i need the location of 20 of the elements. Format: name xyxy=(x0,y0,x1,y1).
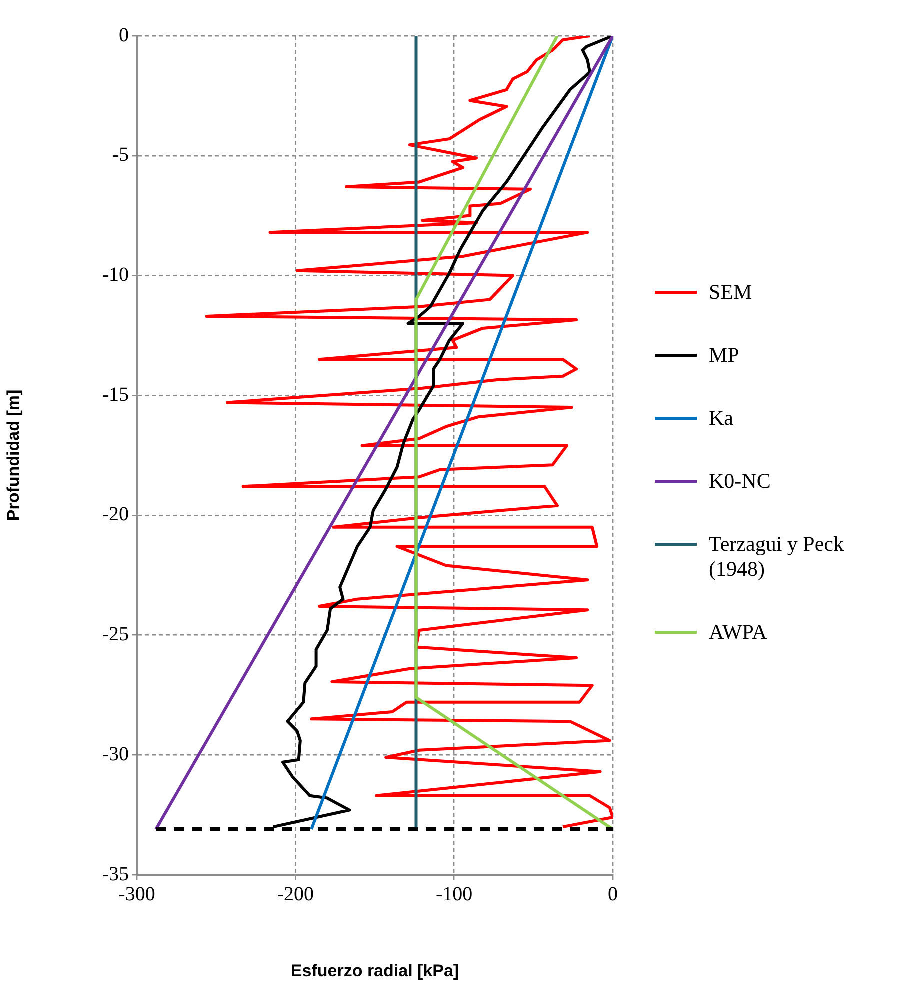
y-tick-label: -15 xyxy=(102,384,129,406)
x-tick-label: -200 xyxy=(277,883,314,906)
legend-label: K0-NC xyxy=(709,469,771,494)
y-tick-label: -25 xyxy=(102,624,129,646)
y-tick-label: -35 xyxy=(102,863,129,886)
legend-label: Terzagui y Peck (1948) xyxy=(709,532,845,582)
legend-label: AWPA xyxy=(709,620,768,645)
x-axis-title: Esfuerzo radial [kPa] xyxy=(290,961,460,980)
y-tick-label: -10 xyxy=(102,264,129,286)
legend-label: SEM xyxy=(709,280,752,305)
y-tick-label: -20 xyxy=(102,504,129,526)
x-tick-label: -100 xyxy=(436,883,473,906)
y-tick-label: -30 xyxy=(102,743,129,766)
legend-label: Ka xyxy=(709,406,734,431)
y-tick-label: 0 xyxy=(119,24,129,46)
x-tick-label: 0 xyxy=(608,883,618,906)
legend-label: MP xyxy=(709,343,740,368)
y-tick-label: -5 xyxy=(112,144,129,166)
y-axis-title: Profundidad [m] xyxy=(4,390,23,522)
x-tick-label: -300 xyxy=(118,883,156,906)
